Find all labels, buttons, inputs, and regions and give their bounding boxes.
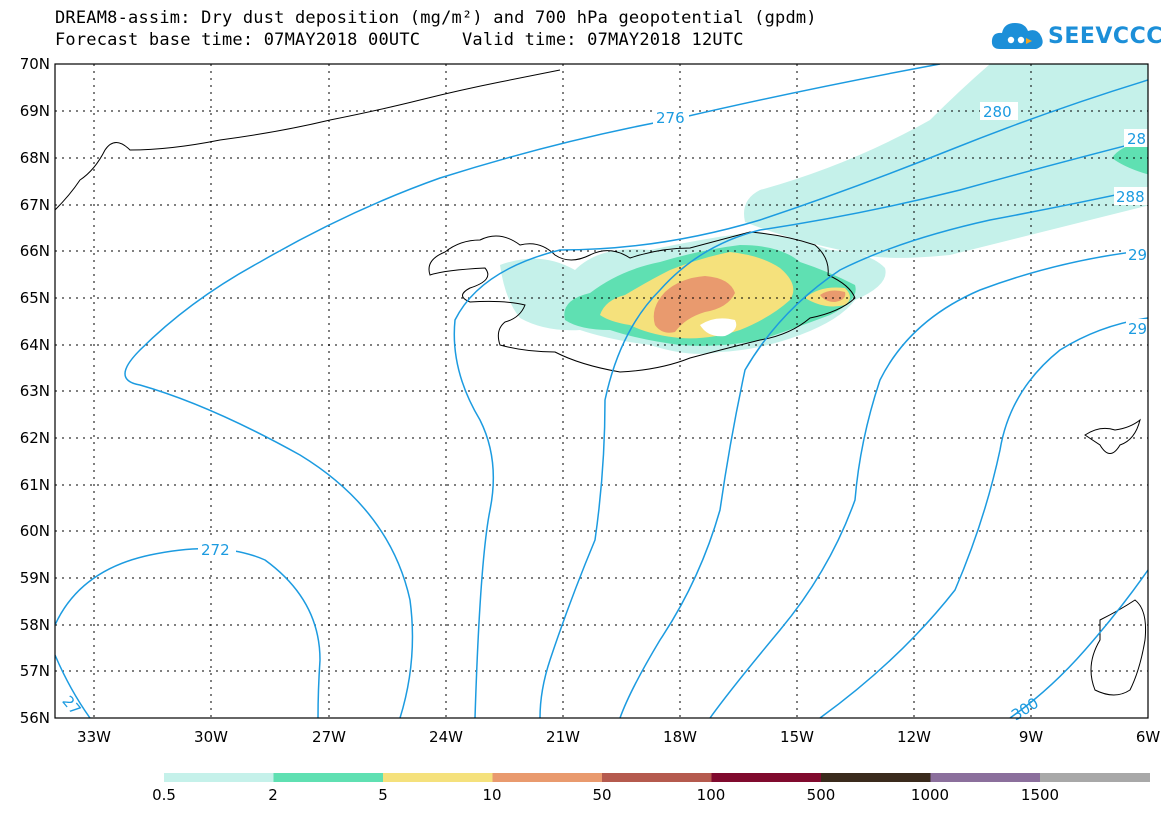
lon-label: 33W (77, 728, 111, 746)
lon-label: 9W (1019, 728, 1044, 746)
faroe-islands (1084, 418, 1141, 454)
lat-label: 70N (20, 55, 50, 73)
contour-292 (709, 249, 1148, 718)
contour-label: 288 (1116, 188, 1145, 206)
colorbar (164, 773, 1150, 782)
contour-label: 276 (656, 109, 685, 127)
lat-label: 64N (20, 336, 50, 354)
colorbar-swatch (383, 773, 493, 782)
lat-label: 65N (20, 289, 50, 307)
colorbar-label: 500 (806, 786, 836, 804)
lon-label: 15W (780, 728, 814, 746)
lat-label: 67N (20, 196, 50, 214)
colorbar-swatch (273, 773, 384, 782)
colorbar-label: 10 (482, 786, 502, 804)
cloud-icon (991, 23, 1043, 49)
lon-label: 24W (429, 728, 463, 746)
colorbar-label: 0.5 (152, 786, 176, 804)
longitude-labels: 33W 30W 27W 24W 21W 18W 15W 12W 9W 6W (77, 728, 1160, 746)
contour-284 (539, 139, 1148, 718)
colorbar-label: 2 (268, 786, 278, 804)
lat-label: 57N (20, 662, 50, 680)
lat-label: 62N (20, 429, 50, 447)
lat-label: 66N (20, 242, 50, 260)
contour-280 (453, 79, 1148, 718)
latitude-labels: 70N 69N 68N 67N 66N 65N 64N 63N 62N 61N … (20, 55, 50, 727)
contour-label: 272 (201, 541, 230, 559)
lat-label: 69N (20, 102, 50, 120)
lon-label: 18W (663, 728, 697, 746)
contour-272-sw (55, 654, 91, 718)
map-frame (54, 63, 1149, 719)
scotland-coast (1090, 599, 1146, 696)
lat-label: 68N (20, 149, 50, 167)
lat-label: 60N (20, 522, 50, 540)
contour-label: 300 (1008, 694, 1042, 724)
contour-288 (619, 187, 1148, 718)
deposition-area-northeast (744, 64, 1148, 258)
contour-296 (819, 317, 1148, 718)
colorbar-swatch (1040, 773, 1150, 782)
lon-label: 30W (194, 728, 228, 746)
lon-label: 21W (546, 728, 580, 746)
map-subtitle: Forecast base time: 07MAY2018 00UTC Vali… (55, 30, 744, 50)
map-title: DREAM8-assim: Dry dust deposition (mg/m²… (55, 8, 817, 28)
colorbar-label: 5 (378, 786, 388, 804)
lon-label: 27W (312, 728, 346, 746)
coastlines (55, 69, 1146, 696)
deposition-level-10 (653, 276, 735, 333)
lat-label: 61N (20, 476, 50, 494)
contour-label: 280 (983, 103, 1012, 121)
lat-label: 59N (20, 569, 50, 587)
dust-deposition-shading (500, 64, 1148, 354)
colorbar-label: 50 (592, 786, 612, 804)
deposition-area-northeast-core (1112, 140, 1148, 175)
seevccc-logo: SEEVCCC (990, 19, 1162, 55)
contour-label: 29 (1128, 320, 1147, 338)
lat-label: 63N (20, 382, 50, 400)
logo-text: SEEVCCC (1048, 24, 1163, 49)
lon-label: 6W (1136, 728, 1161, 746)
contour-label: 28 (1127, 130, 1146, 148)
contour-label: 27 (58, 692, 84, 718)
colorbar-swatch (164, 773, 274, 782)
lat-label: 56N (20, 709, 50, 727)
greenland-coast (55, 69, 561, 211)
lon-label: 12W (897, 728, 931, 746)
contour-300 (1009, 569, 1148, 718)
contour-272 (55, 547, 321, 718)
deposition-level-10-east (820, 290, 846, 302)
colorbar-swatch (492, 773, 603, 782)
lat-label: 58N (20, 616, 50, 634)
deposition-gap (700, 318, 737, 337)
colorbar-label: 100 (696, 786, 726, 804)
colorbar-label: 1000 (910, 786, 950, 804)
colorbar-swatch (602, 773, 712, 782)
colorbar-swatch (711, 773, 822, 782)
iceland-coast (428, 231, 856, 373)
geopotential-contours (55, 64, 1148, 718)
contour-label: 29 (1128, 246, 1147, 264)
colorbar-label: 1500 (1020, 786, 1060, 804)
colorbar-swatch (930, 773, 1041, 782)
colorbar-swatch (821, 773, 931, 782)
